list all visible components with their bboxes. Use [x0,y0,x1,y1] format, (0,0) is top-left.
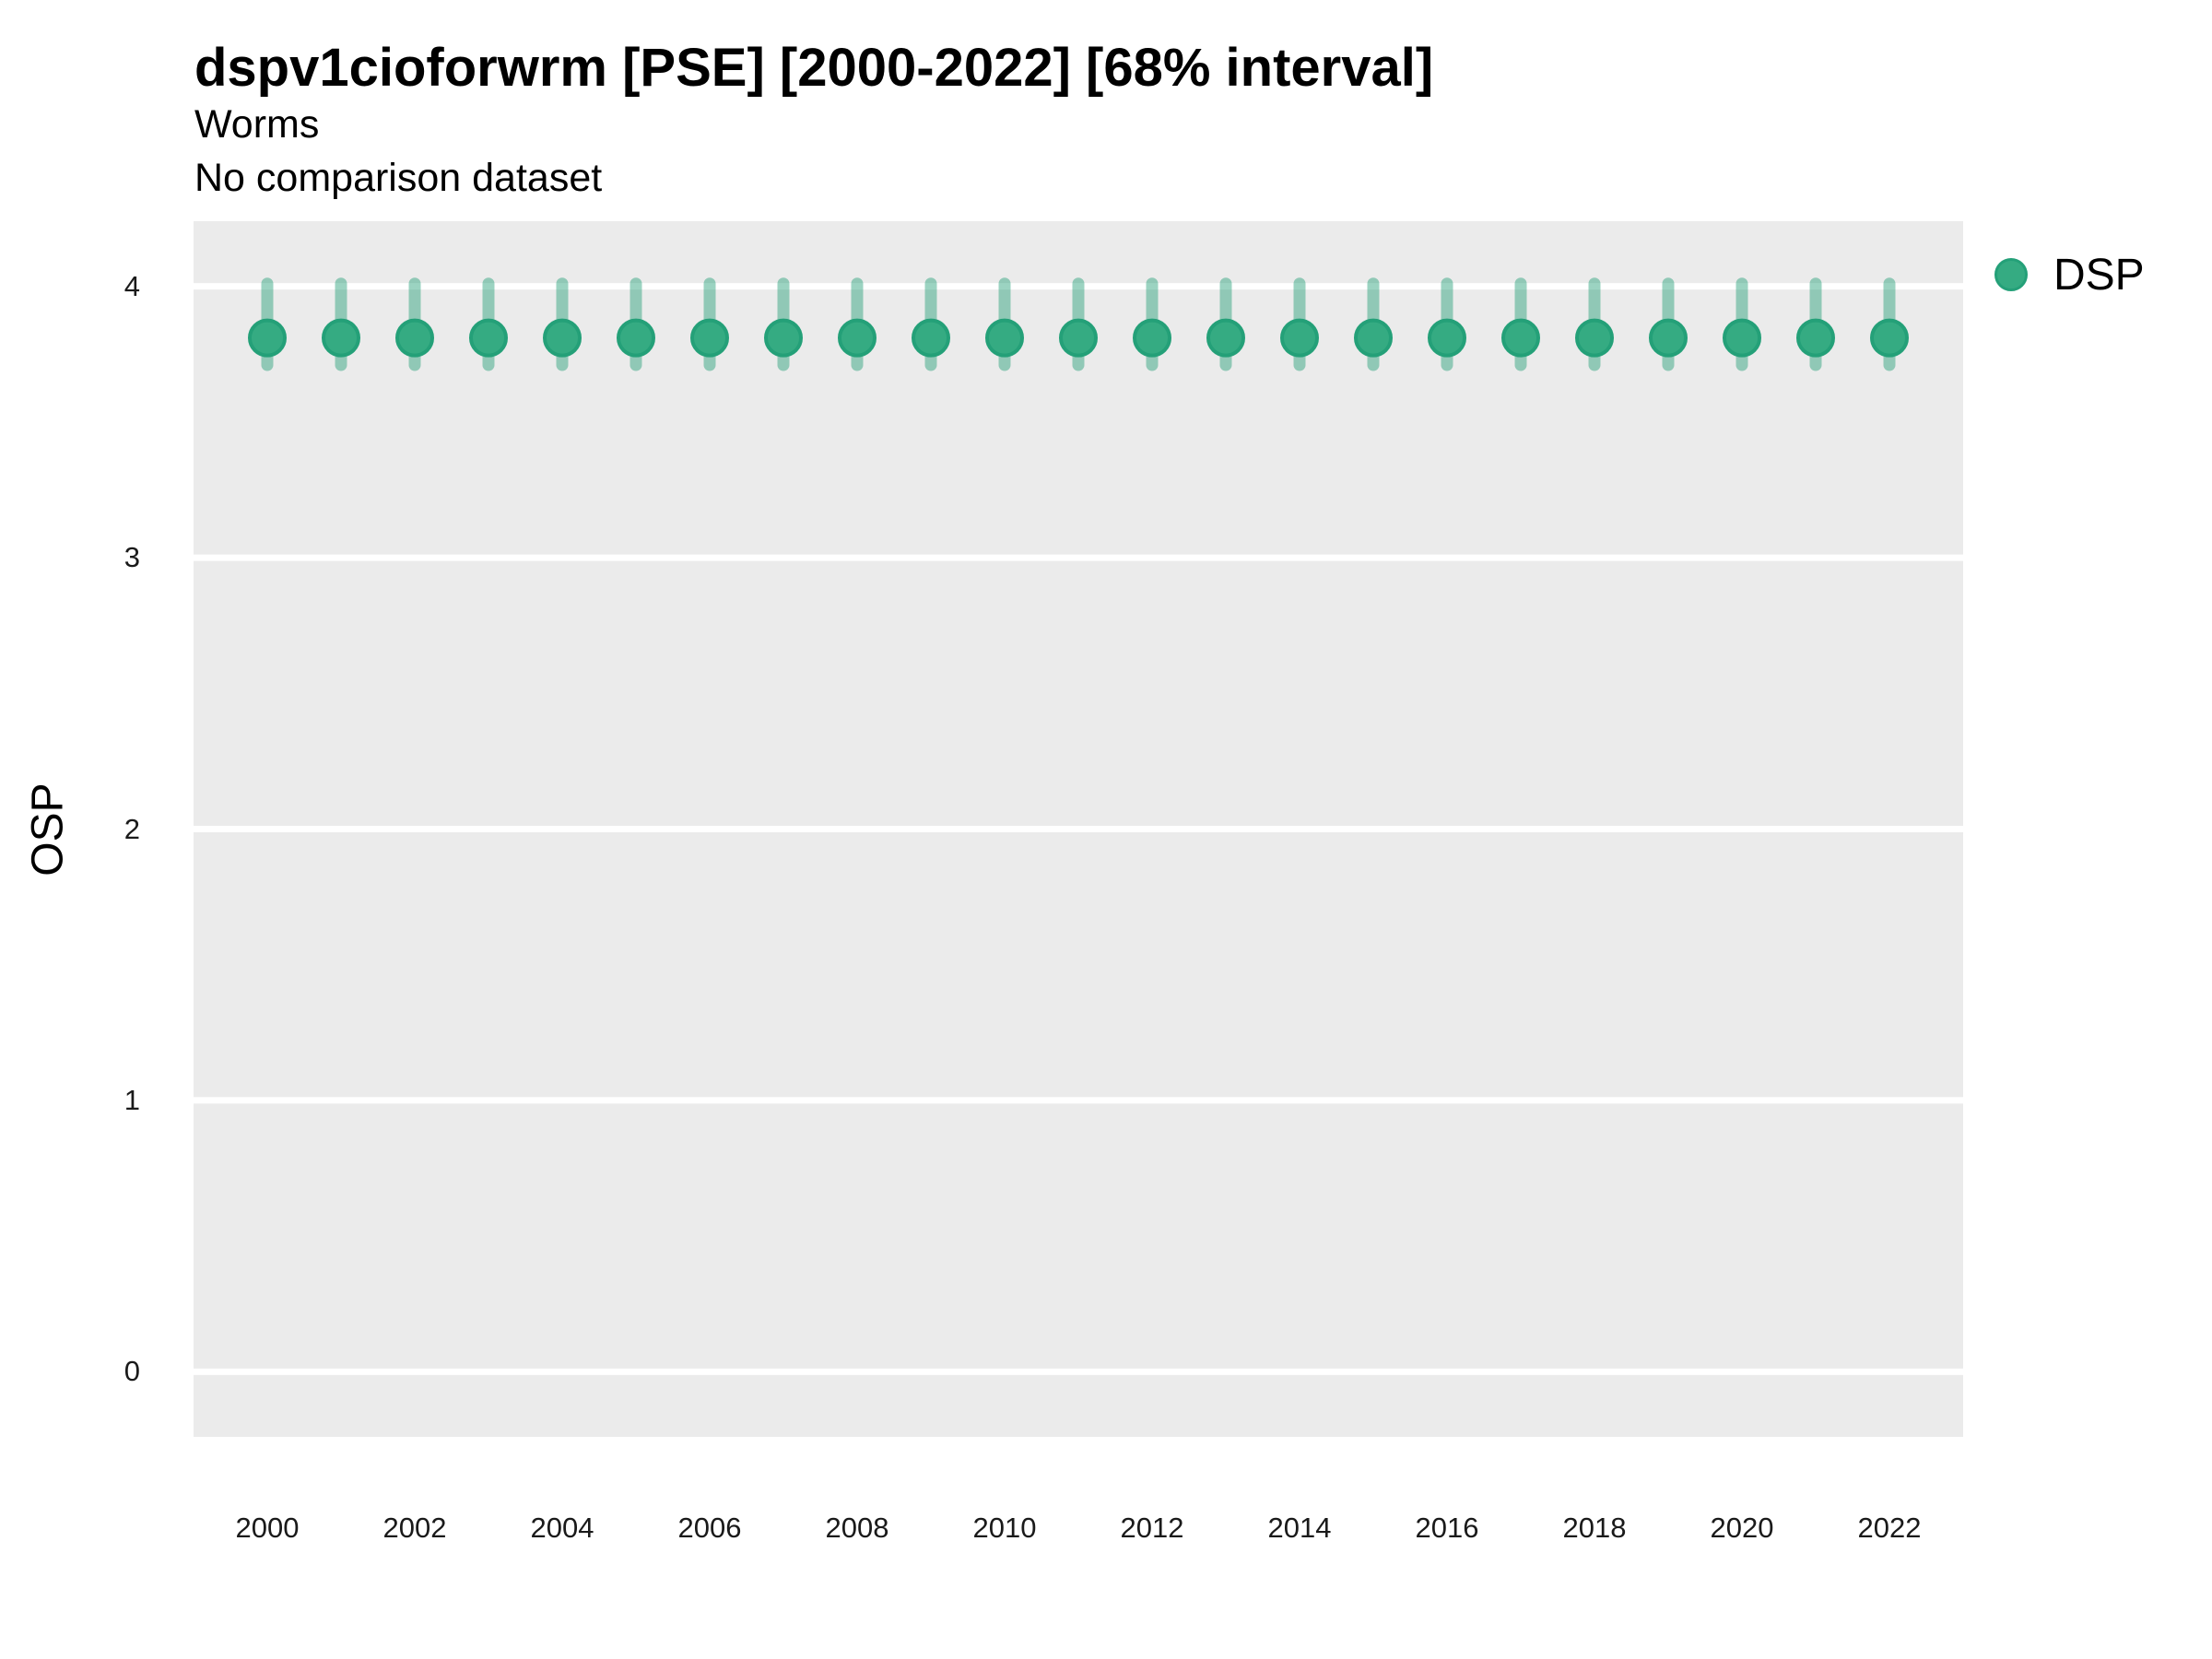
data-point-2022 [1870,318,1909,358]
x-tick-label-2000: 2000 [235,1512,300,1544]
x-tick-label-2014: 2014 [1267,1512,1332,1544]
comparison-note: No comparison dataset [194,156,603,200]
y-tick-label-0: 0 [124,1355,140,1388]
x-tick-label-2002: 2002 [382,1512,447,1544]
data-point-2017 [1501,318,1540,358]
data-point-2007 [764,318,803,358]
plot-area [194,277,1963,1375]
x-tick-label-2018: 2018 [1562,1512,1627,1544]
x-tick-label-2016: 2016 [1415,1512,1479,1544]
data-point-2002 [395,318,434,358]
x-tick-label-2012: 2012 [1120,1512,1184,1544]
data-point-2012 [1133,318,1171,358]
legend-label-dsp: DSP [2053,250,2145,300]
data-point-2014 [1280,318,1319,358]
data-point-2004 [543,318,582,358]
x-tick-label-2008: 2008 [825,1512,889,1544]
data-point-2018 [1575,318,1614,358]
x-tick-label-2022: 2022 [1857,1512,1922,1544]
data-point-2011 [1059,318,1098,358]
chart-subtitle: Worms [194,102,320,147]
chart-title: dspv1cioforwrm [PSE] [2000-2022] [68% in… [194,38,1434,98]
data-point-2008 [838,318,877,358]
y-tick-label-2: 2 [124,812,140,845]
x-tick-label-2006: 2006 [677,1512,742,1544]
legend: DSP [1994,250,2145,300]
y-tick-label-4: 4 [124,269,140,302]
x-tick-label-2004: 2004 [530,1512,594,1544]
data-point-2009 [912,318,950,358]
data-point-2000 [248,318,287,358]
data-point-2005 [617,318,655,358]
data-point-2001 [322,318,360,358]
data-point-2021 [1796,318,1835,358]
data-point-2016 [1428,318,1466,358]
data-point-2010 [985,318,1024,358]
y-tick-label-3: 3 [124,541,140,574]
x-tick-label-2010: 2010 [972,1512,1037,1544]
data-point-2020 [1723,318,1761,358]
plot-panel [194,221,1963,1437]
legend-point-icon [1994,258,2028,291]
data-point-2006 [690,318,729,358]
data-point-2003 [469,318,508,358]
data-point-2015 [1354,318,1393,358]
x-tick-label-2020: 2020 [1710,1512,1774,1544]
data-point-2019 [1649,318,1688,358]
y-tick-label-1: 1 [124,1083,140,1116]
data-point-2013 [1206,318,1245,358]
